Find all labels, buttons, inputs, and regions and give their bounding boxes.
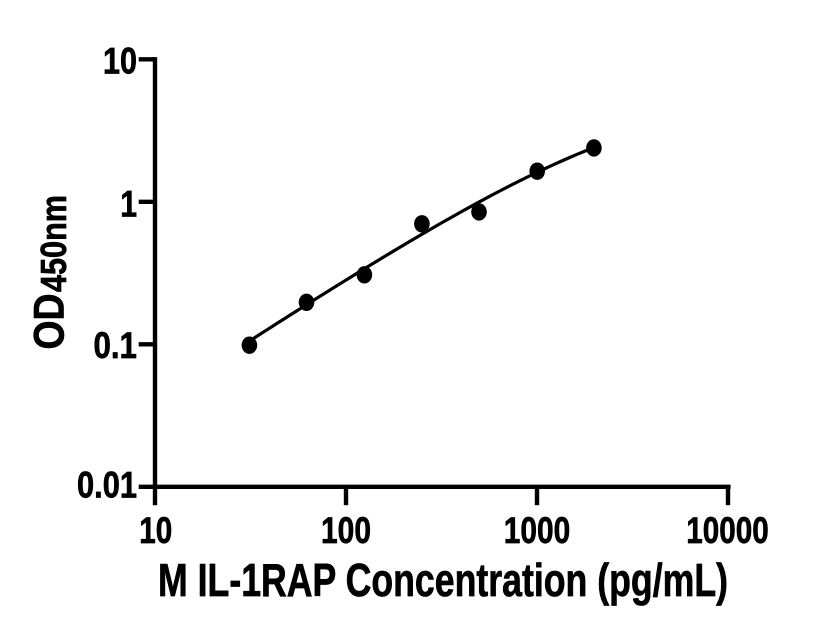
svg-text:100: 100 bbox=[321, 509, 371, 551]
svg-text:0.01: 0.01 bbox=[77, 464, 137, 506]
svg-text:1000: 1000 bbox=[504, 509, 571, 551]
svg-text:10: 10 bbox=[139, 509, 172, 551]
svg-text:10: 10 bbox=[103, 39, 137, 81]
svg-text:1: 1 bbox=[120, 183, 137, 225]
svg-text:OD: OD bbox=[27, 294, 74, 350]
svg-text:0.1: 0.1 bbox=[93, 324, 137, 366]
svg-text:450nm: 450nm bbox=[33, 195, 74, 292]
svg-text:10000: 10000 bbox=[686, 509, 769, 551]
svg-text:M IL-1RAP Concentration (pg/mL: M IL-1RAP Concentration (pg/mL) bbox=[158, 554, 728, 606]
